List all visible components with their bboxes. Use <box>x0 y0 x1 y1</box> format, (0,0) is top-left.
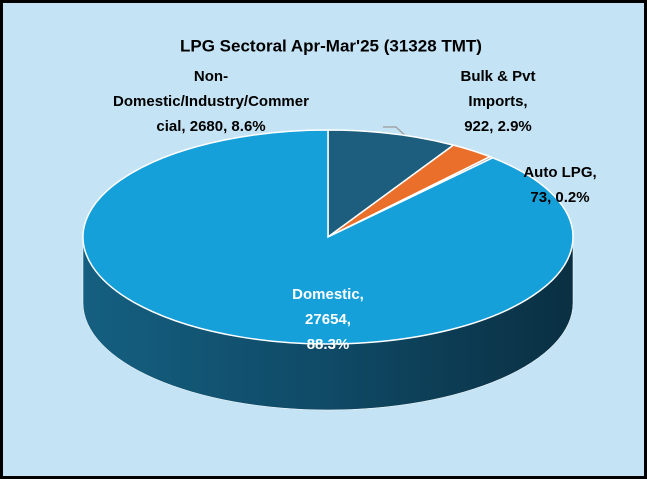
slice <box>82 129 574 345</box>
data-label: Imports, <box>468 93 527 110</box>
data-label: Domestic/Industry/Commer <box>113 93 309 110</box>
data-label: Domestic, <box>292 286 364 303</box>
slice <box>327 129 456 239</box>
chart-title: LPG Sectoral Apr-Mar'25 (31328 TMT) <box>180 36 482 55</box>
data-label: cial, 2680, 8.6% <box>156 118 265 135</box>
data-label: 88.3% <box>307 336 350 353</box>
data-label: Bulk & Pvt <box>460 68 535 85</box>
data-label: Non- <box>194 68 228 85</box>
data-label: 922, 2.9% <box>464 118 532 135</box>
data-label: Auto LPG, <box>523 164 596 181</box>
data-label: 73, 0.2% <box>530 189 589 206</box>
data-label: 27654, <box>305 311 351 328</box>
